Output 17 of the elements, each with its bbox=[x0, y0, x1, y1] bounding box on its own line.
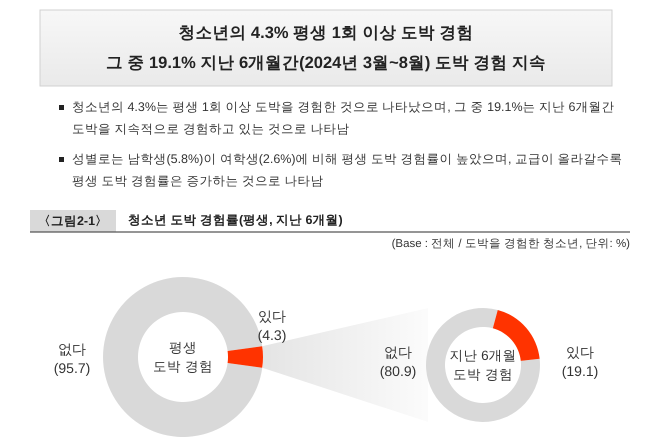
text: 그 중 19.1% 지난 6개월간(2024년 3월~8월) 도박 경험 지속 bbox=[104, 53, 548, 74]
slice-label: 없다 bbox=[384, 344, 412, 360]
text: 성별로는 남학생(5.8%)이 여학생(2.6%)에 비해 평생 도박 경험률이 높았으며, 교급이 올라갈수록 평생 도박 경험률은 증가하는 것으로 나타남 bbox=[72, 151, 624, 190]
slice-label: 있다 bbox=[566, 344, 594, 360]
text: 평생 도박 경험 bbox=[152, 339, 214, 376]
data-label: (4.3) bbox=[258, 327, 286, 343]
text: 청소년의 4.3%는 평생 1회 이상 도박을 경험한 것으로 나타났으며, 그 중 19.1%는 지난 6개월간 도박을 지속적으로 경험하고 있는 것으로 나타남 bbox=[72, 99, 616, 138]
text: 지난 6개월 도박 경험 bbox=[448, 347, 518, 384]
text: (Base : 전체 / 도박을 경험한 청소년, 단위: %) bbox=[392, 237, 630, 251]
data-label: (95.7) bbox=[54, 360, 90, 376]
data-label: (80.9) bbox=[380, 363, 416, 379]
text: 청소년의 4.3% 평생 1회 이상 도박 경험 bbox=[177, 23, 475, 44]
text: 〈그림2-1〉 bbox=[30, 213, 116, 230]
slice-label: 있다 bbox=[258, 308, 286, 324]
text: 청소년 도박 경험률(평생, 지난 6개월) bbox=[128, 212, 343, 229]
slice-label: 없다 bbox=[58, 341, 86, 357]
data-label: (19.1) bbox=[562, 363, 598, 379]
